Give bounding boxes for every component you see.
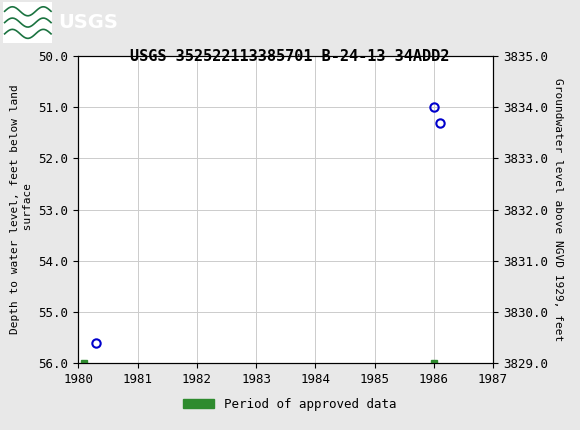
Text: USGS: USGS: [58, 13, 118, 32]
Y-axis label: Groundwater level above NGVD 1929, feet: Groundwater level above NGVD 1929, feet: [553, 78, 563, 341]
Y-axis label: Depth to water level, feet below land
 surface: Depth to water level, feet below land su…: [10, 85, 33, 335]
Text: USGS 352522113385701 B-24-13 34ADD2: USGS 352522113385701 B-24-13 34ADD2: [130, 49, 450, 64]
Legend: Period of approved data: Period of approved data: [178, 393, 402, 416]
Bar: [3, 2, 52, 43]
